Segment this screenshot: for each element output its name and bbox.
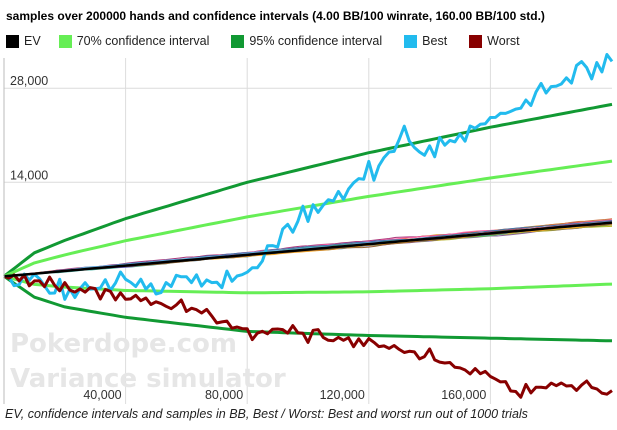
series-line-70-confidence-interval <box>3 159 613 278</box>
series-line-best <box>3 53 614 301</box>
legend-swatch-best <box>404 34 418 48</box>
legend: EV 70% confidence interval 95% confidenc… <box>6 33 520 49</box>
legend-item-70: 70% confidence interval <box>58 34 210 48</box>
x-tick-label: 40,000 <box>83 388 121 402</box>
y-tick-label: 14,000 <box>10 168 48 182</box>
legend-swatch-95 <box>231 34 245 48</box>
series-line-ev <box>3 221 613 278</box>
legend-swatch-ev <box>6 34 19 48</box>
x-tick-label: 120,000 <box>320 388 365 402</box>
chart-title: samples over 200000 hands and confidence… <box>6 9 545 23</box>
legend-item-worst: Worst <box>469 34 520 48</box>
legend-label-best: Best <box>422 34 448 48</box>
watermark-line1: Pokerdope.com <box>10 329 237 359</box>
series-line-95-confidence-interval <box>3 275 613 343</box>
grid <box>4 58 612 404</box>
watermark: Pokerdope.com Variance simulator <box>10 329 286 394</box>
y-tick-label: 28,000 <box>10 74 48 88</box>
x-tick-label: 160,000 <box>441 388 486 402</box>
watermark-line2: Variance simulator <box>10 364 286 394</box>
legend-swatch-70 <box>58 34 72 48</box>
legend-label-worst: Worst <box>487 34 520 48</box>
legend-label-95: 95% confidence interval <box>249 34 383 48</box>
series-line-worst <box>3 273 613 399</box>
series-lines <box>3 53 614 399</box>
legend-swatch-worst <box>469 34 483 48</box>
legend-item-best: Best <box>404 34 447 48</box>
axis-ticks: 14,000 28,000 40,000 80,000 120,000 160,000 <box>10 74 486 402</box>
legend-item-ev: EV <box>6 34 41 48</box>
legend-label-70: 70% confidence interval <box>76 34 210 48</box>
chart-caption: EV, confidence intervals and samples in … <box>5 407 528 421</box>
legend-item-95: 95% confidence interval <box>231 34 382 48</box>
legend-label-ev: EV <box>24 34 41 48</box>
x-tick-label: 80,000 <box>205 388 243 402</box>
series-line-95-confidence-interval <box>3 102 613 278</box>
